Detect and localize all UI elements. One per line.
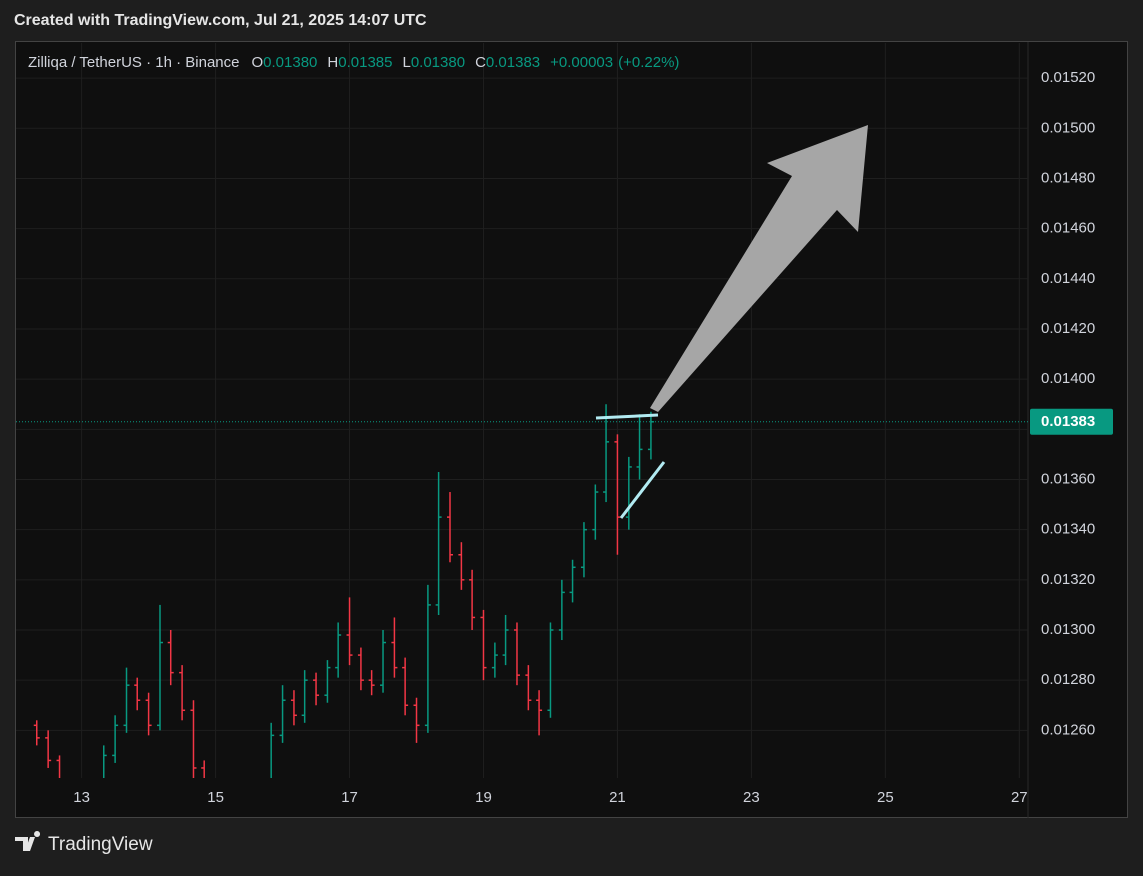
y-tick-label: 0.01300 (1041, 621, 1095, 638)
arrow-drawing (650, 125, 868, 412)
logo-text: TradingView (48, 834, 153, 855)
y-tick-label: 0.01320 (1041, 571, 1095, 588)
symbol-label: Zilliqa / TetherUS · 1h · Binance (28, 54, 240, 71)
trend-line (595, 413, 659, 420)
legend-key: O (252, 54, 264, 71)
header-credit: Created with TradingView.com, Jul 21, 20… (14, 12, 427, 29)
x-tick-label: 19 (475, 789, 492, 806)
y-tick-label: 0.01440 (1041, 270, 1095, 287)
legend-key: H (327, 54, 338, 71)
x-tick-label: 17 (341, 789, 358, 806)
y-tick-label: 0.01340 (1041, 521, 1095, 538)
x-tick-label: 21 (609, 789, 626, 806)
y-tick-label: 0.01480 (1041, 169, 1095, 186)
y-tick-label: 0.01400 (1041, 370, 1095, 387)
footer-logo: TradingView (15, 831, 153, 855)
change-percent: (+0.22%) (618, 54, 679, 71)
y-tick-label: 0.01460 (1041, 220, 1095, 237)
trend-line (619, 461, 666, 519)
x-tick-label: 27 (1011, 789, 1028, 806)
y-tick-label: 0.01420 (1041, 320, 1095, 337)
legend-value: 0.01380 (263, 54, 317, 71)
y-tick-label: 0.01360 (1041, 470, 1095, 487)
legend-value: 0.01380 (411, 54, 465, 71)
y-tick-label: 0.01280 (1041, 671, 1095, 688)
y-tick-label: 0.01260 (1041, 721, 1095, 738)
x-tick-label: 15 (207, 789, 224, 806)
last-price-tag (1030, 408, 1113, 435)
x-tick-label: 13 (73, 789, 90, 806)
legend-key: L (402, 54, 410, 71)
last-price-label: 0.01383 (1041, 413, 1095, 430)
legend-value: 0.01385 (338, 54, 392, 71)
change-value: +0.00003 (550, 54, 613, 71)
x-tick-label: 25 (877, 789, 894, 806)
legend-value: 0.01383 (486, 54, 540, 71)
logo-icon (15, 831, 41, 851)
x-tick-label: 23 (743, 789, 760, 806)
y-tick-label: 0.01500 (1041, 119, 1095, 136)
legend-key: C (475, 54, 486, 71)
y-tick-label: 0.01520 (1041, 69, 1095, 86)
